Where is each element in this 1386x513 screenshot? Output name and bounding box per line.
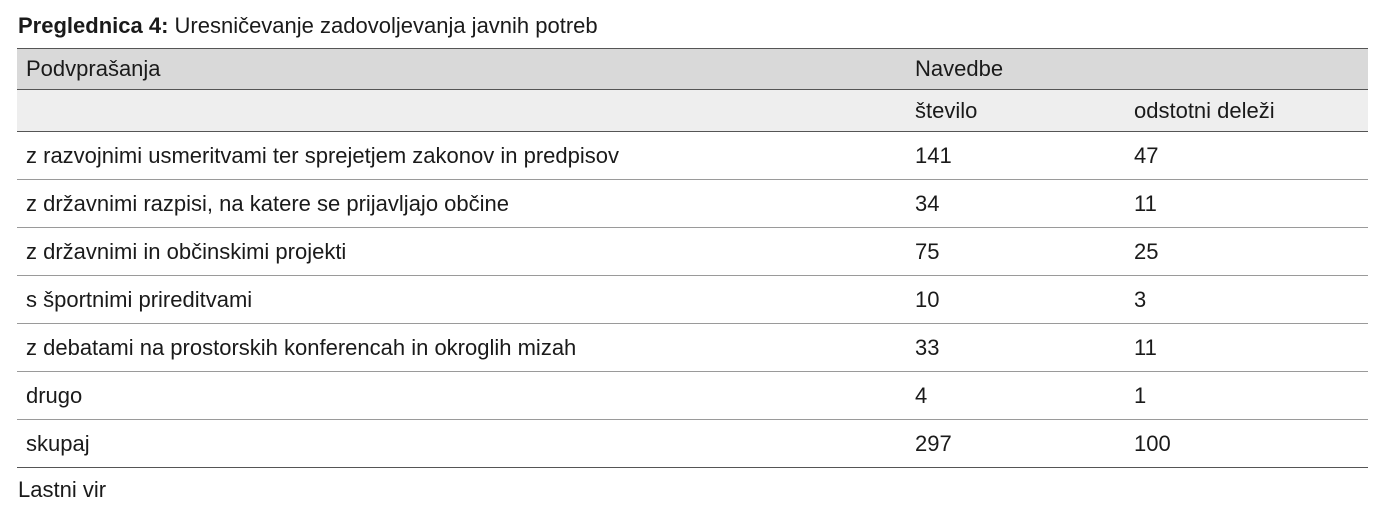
subheader-odstotni-delezi: odstotni deleži <box>1125 89 1368 132</box>
table-row: drugo 4 1 <box>17 371 1368 420</box>
row-percent: 11 <box>1125 179 1368 228</box>
table-row: z državnimi in občinskimi projekti 75 25 <box>17 227 1368 276</box>
row-label: z debatami na prostorskih konferencah in… <box>17 323 906 372</box>
table-row: z debatami na prostorskih konferencah in… <box>17 323 1368 372</box>
table-row: z državnimi razpisi, na katere se prijav… <box>17 179 1368 228</box>
row-label: z državnimi in občinskimi projekti <box>17 227 906 276</box>
subheader-stevilo: število <box>906 89 1125 132</box>
table-subheader-row: število odstotni deleži <box>17 89 1368 132</box>
row-count: 4 <box>906 371 1125 420</box>
row-count: 33 <box>906 323 1125 372</box>
row-count: 10 <box>906 275 1125 324</box>
row-count: 141 <box>906 131 1125 180</box>
table-row-total: skupaj 297 100 <box>17 419 1368 468</box>
row-label: s športnimi prireditvami <box>17 275 906 324</box>
data-table: Podvprašanja Navedbe število odstotni de… <box>17 48 1368 468</box>
header-navedbe: Navedbe <box>906 48 1368 90</box>
row-count: 75 <box>906 227 1125 276</box>
row-label: skupaj <box>17 419 906 468</box>
table-source: Lastni vir <box>18 477 107 502</box>
table-caption-text: Uresničevanje zadovoljevanja javnih potr… <box>168 13 598 38</box>
row-label: drugo <box>17 371 906 420</box>
table-caption-label: Preglednica 4: <box>18 13 169 38</box>
row-percent: 3 <box>1125 275 1368 324</box>
row-count: 34 <box>906 179 1125 228</box>
row-percent: 1 <box>1125 371 1368 420</box>
table-row: z razvojnimi usmeritvami ter sprejetjem … <box>17 131 1368 180</box>
table-row: s športnimi prireditvami 10 3 <box>17 275 1368 324</box>
subheader-empty <box>17 89 906 132</box>
row-percent: 47 <box>1125 131 1368 180</box>
table-caption: Preglednica 4: Uresničevanje zadovoljeva… <box>18 12 598 40</box>
row-percent: 25 <box>1125 227 1368 276</box>
row-percent: 100 <box>1125 419 1368 468</box>
header-podvprasanja: Podvprašanja <box>17 48 906 90</box>
table-header-row: Podvprašanja Navedbe <box>17 48 1368 90</box>
row-label: z državnimi razpisi, na katere se prijav… <box>17 179 906 228</box>
row-label: z razvojnimi usmeritvami ter sprejetjem … <box>17 131 906 180</box>
row-count: 297 <box>906 419 1125 468</box>
row-percent: 11 <box>1125 323 1368 372</box>
